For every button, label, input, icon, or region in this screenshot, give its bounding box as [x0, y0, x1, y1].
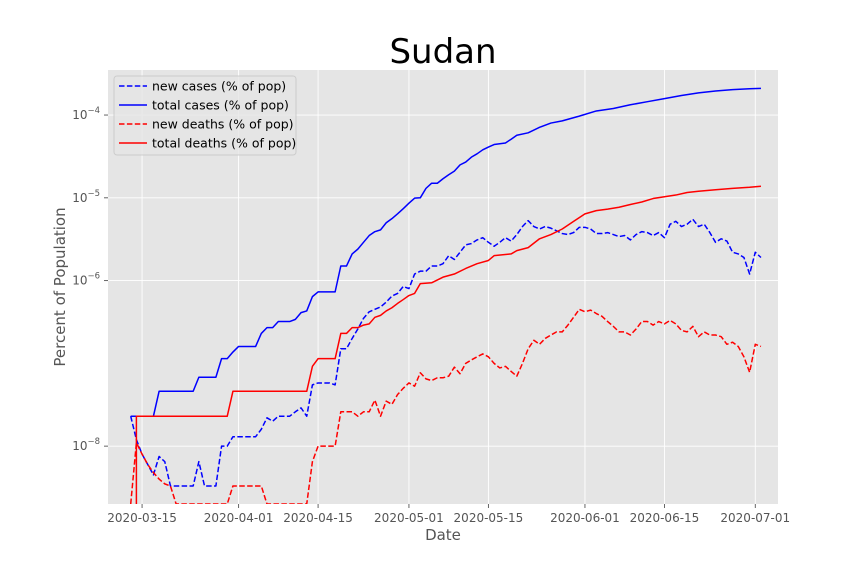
new-cases-line — [129, 218, 762, 487]
x-tick-label: 2020-06-01 — [550, 511, 620, 525]
x-tick-label: 2020-04-01 — [204, 511, 274, 525]
x-tick-label: 2020-05-15 — [454, 511, 524, 525]
y-tick-base: 10 — [72, 439, 87, 453]
y-axis-label: Percent of Population — [51, 207, 69, 366]
y-tick-base: 10 — [72, 108, 87, 122]
x-axis-label: Date — [425, 526, 461, 544]
total-cases-line — [130, 87, 761, 417]
y-tick-base: 10 — [72, 274, 87, 288]
legend-label-total-deaths: total deaths (% of pop) — [152, 136, 296, 151]
y-tick-label: 10−4 — [72, 106, 100, 122]
y-tick-label: 10−5 — [72, 189, 100, 205]
y-tick-exponent: −5 — [87, 189, 100, 199]
x-tick-label: 2020-03-15 — [107, 511, 177, 525]
legend-label-new-cases: new cases (% of pop) — [152, 79, 286, 94]
grid-lines — [108, 70, 778, 504]
y-tick-label: 10−8 — [72, 437, 100, 453]
total-deaths-line — [135, 185, 762, 504]
x-tick-label: 2020-04-15 — [283, 511, 353, 525]
y-tick-exponent: −8 — [87, 437, 100, 447]
legend-frame — [113, 75, 297, 156]
legend-label-total-cases: total cases (% of pop) — [152, 98, 289, 113]
chart-title: Sudan — [389, 32, 496, 72]
x-axis-ticks: 2020-03-15 2020-04-01 2020-04-15 2020-05-01… — [107, 504, 790, 525]
y-tick-label: 10−6 — [72, 272, 100, 288]
legend-label-new-deaths: new deaths (% of pop) — [152, 117, 294, 132]
y-tick-exponent: −6 — [87, 272, 100, 282]
legend: new cases (% of pop) total cases (% of p… — [113, 75, 297, 156]
y-tick-exponent: −4 — [87, 106, 100, 116]
new-deaths-line — [129, 308, 762, 504]
x-tick-label: 2020-06-15 — [630, 511, 700, 525]
y-axis-ticks: 10−810−610−510−4 — [72, 106, 108, 453]
series-layer — [129, 87, 762, 504]
y-tick-base: 10 — [72, 191, 87, 205]
x-tick-label: 2020-07-01 — [720, 511, 790, 525]
x-tick-label: 2020-05-01 — [374, 511, 444, 525]
